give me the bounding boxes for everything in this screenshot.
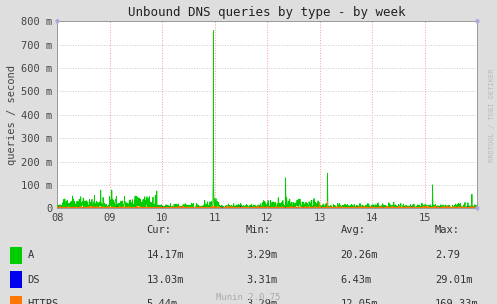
Text: ●: ● <box>475 206 480 211</box>
Text: ●: ● <box>55 19 60 24</box>
Title: Unbound DNS queries by type - by week: Unbound DNS queries by type - by week <box>128 6 406 19</box>
Text: 12.05m: 12.05m <box>340 299 378 304</box>
Text: 3.29m: 3.29m <box>246 299 277 304</box>
Text: 169.33m: 169.33m <box>435 299 479 304</box>
Text: RRDTOOL / TOBI OETIKER: RRDTOOL / TOBI OETIKER <box>489 69 495 162</box>
Text: Munin 2.0.75: Munin 2.0.75 <box>216 293 281 302</box>
Text: 13.03m: 13.03m <box>147 275 184 285</box>
Y-axis label: queries / second: queries / second <box>7 65 17 165</box>
Text: 20.26m: 20.26m <box>340 250 378 260</box>
Text: 29.01m: 29.01m <box>435 275 472 285</box>
Text: ●: ● <box>475 19 480 24</box>
Text: Max:: Max: <box>435 225 460 234</box>
Text: DS: DS <box>27 275 40 285</box>
Text: Min:: Min: <box>246 225 271 234</box>
Text: 14.17m: 14.17m <box>147 250 184 260</box>
Text: 5.44m: 5.44m <box>147 299 178 304</box>
Text: A: A <box>27 250 34 260</box>
Text: 3.31m: 3.31m <box>246 275 277 285</box>
Text: 6.43m: 6.43m <box>340 275 372 285</box>
Text: Avg:: Avg: <box>340 225 365 234</box>
Text: 3.29m: 3.29m <box>246 250 277 260</box>
Text: Cur:: Cur: <box>147 225 171 234</box>
Text: 2.79: 2.79 <box>435 250 460 260</box>
Text: HTTPS: HTTPS <box>27 299 59 304</box>
